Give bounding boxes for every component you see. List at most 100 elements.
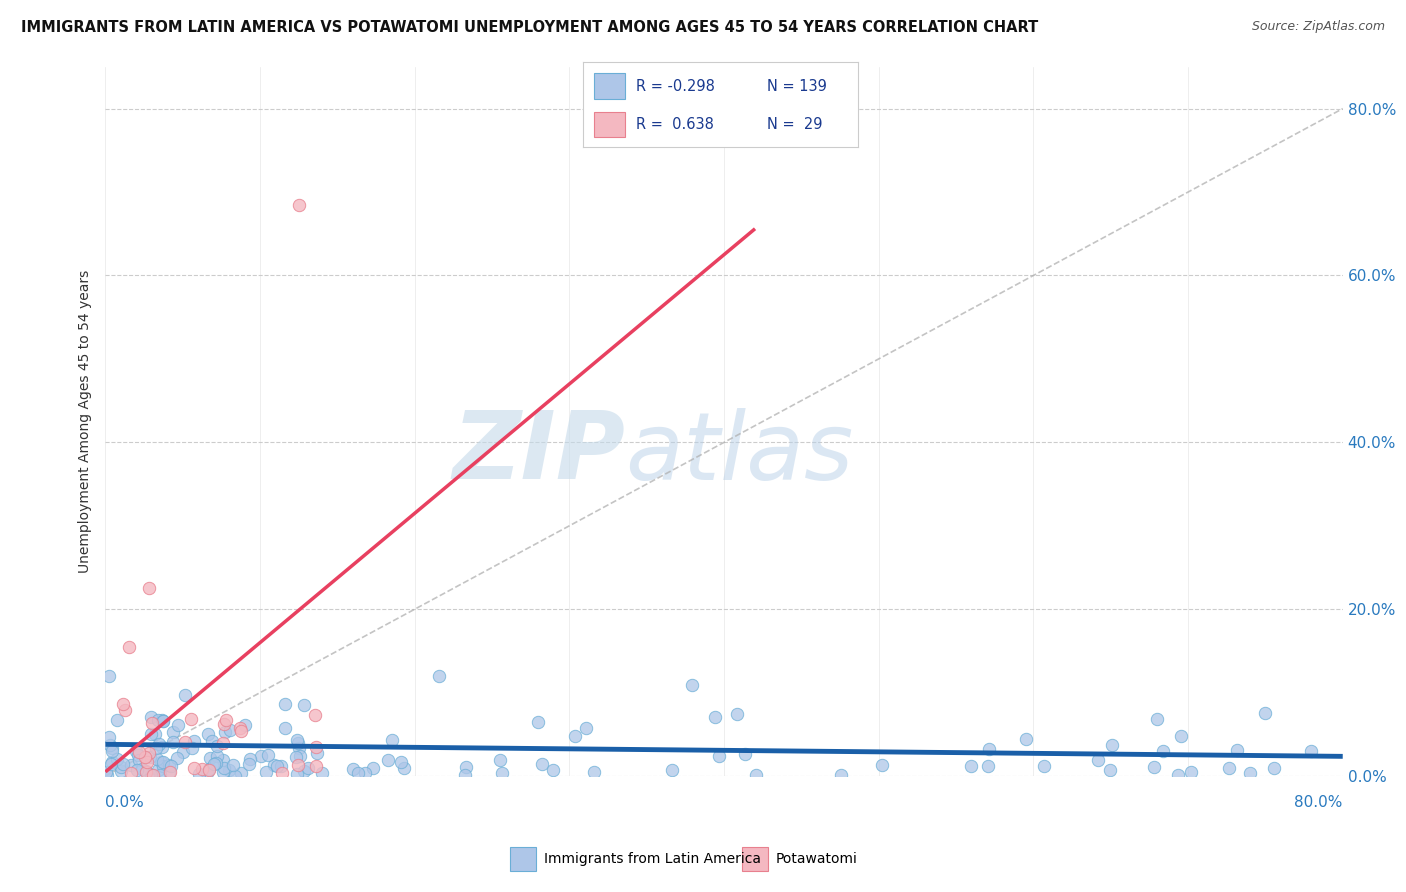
Point (454, 760, 477, 774)
Point (287, 741, 309, 756)
Point (1254, 706, 1277, 721)
Point (229, 723, 252, 738)
Point (211, 753, 233, 767)
Point (307, 746, 329, 760)
Point (127, 748, 149, 763)
Point (157, 765, 180, 780)
Point (150, 739, 173, 754)
Point (212, 717, 235, 731)
Bar (595, 112, 624, 137)
Point (305, 739, 328, 754)
Point (145, 741, 167, 756)
Point (215, 713, 238, 727)
Point (960, 759, 983, 773)
Point (583, 764, 606, 779)
Point (222, 758, 245, 772)
Point (152, 714, 174, 728)
Point (141, 768, 163, 782)
Point (148, 763, 170, 777)
Point (977, 758, 1000, 772)
Point (266, 759, 288, 773)
Point (212, 761, 235, 775)
Point (392, 761, 415, 775)
Point (1180, 765, 1202, 780)
Point (135, 764, 157, 778)
Point (139, 727, 162, 741)
Point (305, 759, 328, 773)
Point (101, 740, 124, 755)
Point (389, 755, 412, 769)
Point (150, 713, 173, 727)
Point (1299, 744, 1322, 758)
Point (454, 767, 477, 781)
Point (1032, 759, 1054, 773)
Point (304, 708, 326, 723)
Point (219, 723, 242, 738)
Point (229, 721, 252, 735)
Point (138, 747, 160, 761)
Point (1015, 732, 1038, 747)
Point (294, 698, 316, 712)
Point (162, 724, 184, 739)
Point (101, 755, 124, 769)
Point (661, 763, 683, 777)
Point (112, 756, 135, 771)
Bar (510, 847, 536, 871)
Point (128, 753, 150, 767)
Point (575, 722, 598, 736)
Point (381, 732, 404, 747)
Point (146, 713, 169, 727)
Point (564, 730, 586, 744)
Point (172, 745, 194, 759)
Point (311, 766, 333, 780)
Point (97, 730, 120, 744)
Point (271, 765, 294, 780)
Point (1152, 744, 1174, 758)
Point (139, 750, 162, 764)
Point (120, 766, 142, 780)
Point (288, 748, 311, 763)
Point (214, 725, 236, 739)
Point (107, 752, 129, 766)
Point (114, 702, 136, 716)
Point (346, 766, 368, 780)
Point (118, 640, 141, 654)
Point (1167, 768, 1189, 782)
Point (174, 735, 197, 749)
Point (1099, 763, 1122, 777)
Point (183, 761, 205, 775)
Point (218, 763, 240, 777)
Point (830, 767, 852, 781)
Point (427, 669, 450, 683)
Point (745, 768, 768, 782)
Point (229, 765, 252, 780)
Point (149, 767, 172, 781)
Point (180, 712, 202, 726)
Point (136, 755, 159, 769)
Point (94, 765, 117, 780)
Point (491, 766, 513, 780)
Point (146, 752, 169, 766)
Point (297, 761, 319, 775)
Point (681, 678, 703, 692)
Point (285, 732, 308, 747)
Point (254, 765, 277, 780)
Point (207, 739, 229, 753)
Point (198, 763, 221, 777)
Point (363, 761, 385, 775)
Point (128, 745, 150, 759)
Point (142, 768, 165, 782)
Point (141, 710, 163, 724)
Point (285, 767, 308, 781)
Point (979, 741, 1001, 756)
Text: N =  29: N = 29 (768, 117, 823, 132)
Point (101, 744, 124, 758)
Point (274, 698, 297, 712)
Point (1146, 712, 1168, 726)
Point (202, 757, 225, 772)
Point (183, 734, 205, 748)
Text: Immigrants from Latin America: Immigrants from Latin America (544, 852, 761, 865)
Point (149, 755, 172, 769)
Point (110, 759, 132, 773)
Bar (742, 847, 768, 871)
